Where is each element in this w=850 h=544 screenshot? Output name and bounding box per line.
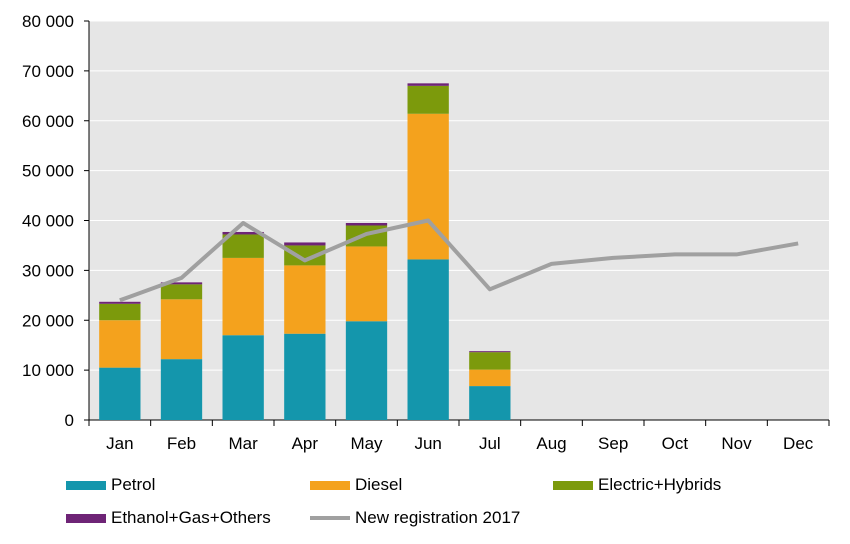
bar-petrol-jun bbox=[407, 259, 449, 420]
x-tick-label: Jun bbox=[414, 434, 441, 453]
bar-electric-hybrids-jun bbox=[407, 85, 449, 114]
x-tick-label: Jul bbox=[479, 434, 501, 453]
gridlines bbox=[84, 20, 830, 426]
bar-petrol-apr bbox=[284, 333, 326, 420]
bar-ethanol-gas-others-jul bbox=[469, 351, 511, 353]
y-tick-label: 20 000 bbox=[22, 311, 74, 330]
bar-petrol-jul bbox=[469, 386, 511, 420]
bar-petrol-may bbox=[345, 321, 388, 420]
x-axis-ticks: Jan Feb Mar Apr May Jun Jul Aug Sep Oct Nov Dec bbox=[106, 434, 814, 453]
new-registration-2017-line bbox=[119, 218, 799, 303]
bar-diesel-mar bbox=[222, 257, 264, 336]
x-tick-label: May bbox=[350, 434, 383, 453]
x-tick-label: Nov bbox=[721, 434, 752, 453]
x-tick-label: Feb bbox=[167, 434, 196, 453]
y-tick-label: 80 000 bbox=[22, 12, 74, 31]
y-tick-label: 30 000 bbox=[22, 261, 74, 280]
y-tick-label: 0 bbox=[65, 411, 74, 430]
bar-electric-hybrids-jul bbox=[469, 352, 511, 370]
x-tick-label: Aug bbox=[536, 434, 566, 453]
bar-diesel-jan bbox=[99, 320, 141, 368]
y-tick-label: 10 000 bbox=[22, 361, 74, 380]
bars bbox=[99, 83, 511, 420]
x-tick-label: Oct bbox=[662, 434, 689, 453]
bar-diesel-may bbox=[345, 246, 388, 322]
bar-electric-hybrids-apr bbox=[284, 245, 326, 266]
bar-ethanol-gas-others-mar bbox=[222, 231, 264, 235]
bar-ethanol-gas-others-may bbox=[345, 222, 388, 226]
y-axis-ticks: 0 10 000 20 000 30 000 40 000 50 000 60 000 70 … bbox=[22, 12, 74, 430]
x-tick-label: Mar bbox=[229, 434, 259, 453]
x-tick-label: Sep bbox=[598, 434, 628, 453]
registration-line bbox=[119, 218, 799, 303]
bar-ethanol-gas-others-jan bbox=[99, 301, 141, 304]
y-tick-label: 50 000 bbox=[22, 162, 74, 181]
y-tick-label: 40 000 bbox=[22, 212, 74, 231]
bar-electric-hybrids-feb bbox=[160, 284, 203, 300]
bar-diesel-jul bbox=[469, 369, 511, 387]
bar-diesel-feb bbox=[160, 299, 203, 360]
bar-electric-hybrids-jan bbox=[99, 303, 141, 321]
x-tick-label: Jan bbox=[106, 434, 133, 453]
y-tick-label: 60 000 bbox=[22, 112, 74, 131]
bar-ethanol-gas-others-feb bbox=[160, 282, 203, 285]
bar-petrol-mar bbox=[222, 335, 264, 420]
x-tick-label: Apr bbox=[292, 434, 319, 453]
bar-ethanol-gas-others-jun bbox=[407, 83, 449, 86]
bar-petrol-feb bbox=[160, 359, 203, 420]
x-tick-label: Dec bbox=[783, 434, 814, 453]
bar-electric-hybrids-mar bbox=[222, 234, 264, 258]
bar-ethanol-gas-others-apr bbox=[284, 242, 326, 246]
bar-petrol-jan bbox=[99, 367, 141, 420]
y-tick-label: 70 000 bbox=[22, 62, 74, 81]
bar-diesel-apr bbox=[284, 265, 326, 334]
